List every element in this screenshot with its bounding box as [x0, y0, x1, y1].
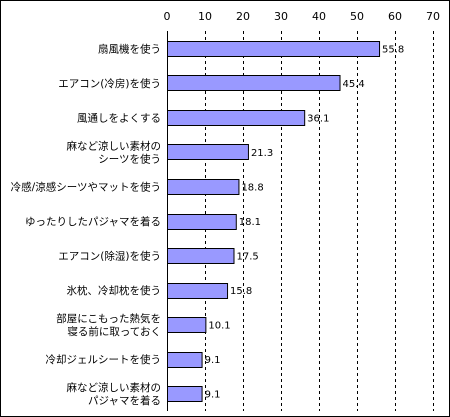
bar-layer	[167, 41, 381, 402]
data-label: 36.1	[307, 113, 329, 124]
category-label: 麻など涼しい素材のパジャマを着る	[67, 381, 162, 407]
x-tick-label: 40	[312, 10, 326, 23]
bar	[167, 283, 229, 299]
category-label: エアコン(除湿)を使う	[58, 250, 161, 263]
label-layer: 55.8 扇風機を使う 45.4 エアコン(冷房)を使う 36.1 風通しをよくする 21.…	[11, 42, 405, 407]
category-label: 麻など涼しい素材のシーツを使う	[67, 139, 162, 165]
data-label: 10.1	[208, 321, 230, 332]
bar	[167, 110, 306, 126]
data-label: 45.4	[343, 79, 365, 90]
x-tick-label: 20	[236, 10, 250, 23]
bar	[167, 386, 203, 402]
category-label: 冷却ジェルシートを使う	[46, 353, 162, 366]
x-tick-label: 60	[388, 10, 402, 23]
category-label: エアコン(冷房)を使う	[58, 77, 161, 90]
category-label: 風通しをよくする	[77, 112, 161, 124]
bar	[167, 248, 235, 264]
x-tick-label: 0	[164, 10, 171, 23]
x-tick-label: 50	[350, 10, 364, 23]
category-label: ゆったりしたパジャマを着る	[25, 215, 161, 228]
bar	[167, 179, 240, 195]
bar	[167, 41, 381, 57]
category-label: 氷枕、冷却枕を使う	[67, 284, 162, 297]
data-label: 21.3	[251, 148, 273, 159]
category-label: 扇風機を使う	[98, 42, 161, 55]
data-label: 9.1	[205, 355, 221, 366]
data-label: 9.1	[205, 390, 221, 401]
category-label: 冷感/涼感シーツやマットを使う	[11, 180, 161, 193]
x-tick-label: 30	[274, 10, 288, 23]
x-tick-label: 10	[198, 10, 212, 23]
x-tick-label: 70	[426, 10, 440, 23]
axis-layer: 0 10 20 30 40 50 60 70	[164, 10, 440, 411]
data-label: 15.8	[230, 286, 252, 297]
data-label: 18.8	[241, 182, 263, 193]
bar	[167, 214, 237, 230]
bar	[167, 317, 207, 333]
data-label: 55.8	[382, 44, 404, 55]
bar	[167, 75, 341, 91]
category-label: 部屋にこもった熱気を寝る前に取っておく	[56, 312, 161, 338]
data-label: 18.1	[239, 217, 261, 228]
bar	[167, 352, 203, 368]
data-label: 17.5	[237, 252, 259, 263]
bar	[167, 144, 249, 160]
